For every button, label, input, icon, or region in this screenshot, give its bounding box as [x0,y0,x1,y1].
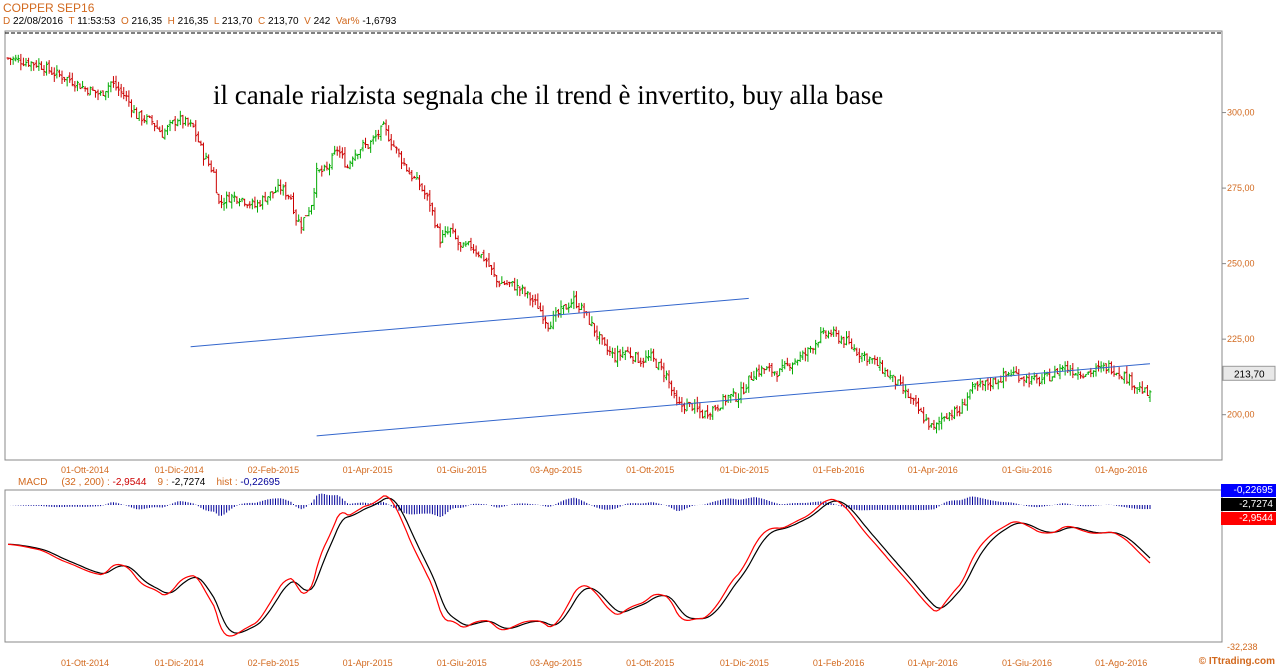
quote-row: D 22/08/2016 T 11:53:53 O 216,35 H 216,3… [3,15,396,28]
low-value: 213,70 [221,16,253,27]
x-tick-label: 01-Dic-2015 [720,465,769,475]
hist-key: hist : [216,477,238,488]
signal-value: -2,7274 [171,477,206,488]
x-tick-label-macd: 01-Ott-2015 [626,658,674,668]
high-value: 216,35 [177,16,209,27]
macd-value: -2,9544 [112,477,147,488]
macd-badge-macd: -2,9544 [1221,512,1276,525]
macd-badge-hist-label: -0,22695 [1233,485,1273,496]
watermark: © ITtrading.com [1198,656,1275,667]
date-value: 22/08/2016 [13,16,64,27]
symbol-label: COPPER SEP16 [3,1,95,15]
x-tick-label-macd: 01-Ago-2016 [1095,658,1147,668]
signal-line [8,497,1151,634]
channel-lower-line [316,363,1151,437]
x-tick-label: 01-Ago-2016 [1095,465,1147,475]
x-tick-label: 01-Apr-2015 [343,465,393,475]
x-tick-label: 01-Ott-2015 [626,465,674,475]
x-tick-label-macd: 01-Dic-2014 [155,658,204,668]
macd-line [7,495,1151,637]
y-tick-label: 250,00 [1227,259,1255,269]
price-panel [4,30,1223,461]
var-value: -1,6793 [362,16,397,27]
close-value: 213,70 [267,16,299,27]
x-tick-label-macd: 01-Ott-2014 [61,658,109,668]
x-tick-label-macd: 01-Giu-2016 [1002,658,1052,668]
x-tick-label: 01-Apr-2016 [908,465,958,475]
signal-key: 9 : [157,477,169,488]
channel-upper-line [190,297,749,348]
x-tick-label-macd: 01-Apr-2016 [908,658,958,668]
x-tick-label: 02-Feb-2015 [248,465,300,475]
y-tick-label: 275,00 [1227,183,1255,193]
chart-annotation: il canale rialzista segnala che il trend… [213,80,884,110]
x-tick-label-macd: 01-Dic-2015 [720,658,769,668]
macd-panel [4,489,1223,643]
macd-name: MACD [18,477,48,488]
macd-badge-signal-label: -2,7274 [1239,499,1273,510]
chart-header: COPPER SEP16 D 22/08/2016 T 11:53:53 O 2… [3,2,396,28]
x-tick-label-macd: 03-Ago-2015 [530,658,582,668]
x-tick-label-macd: 01-Giu-2015 [437,658,487,668]
x-tick-label-macd: 02-Feb-2015 [248,658,300,668]
y-tick-label: 200,00 [1227,410,1255,420]
close-key: C [257,16,266,27]
x-tick-label: 01-Giu-2015 [437,465,487,475]
high-key: H [167,16,175,27]
hist-value: -0,22695 [240,477,280,488]
macd-axis-bottom: -32,238 [1227,642,1258,652]
macd-params: (32 , 200) : [61,477,110,488]
x-tick-label: 01-Dic-2014 [155,465,204,475]
date-key: D [3,16,11,27]
volume-value: 242 [313,16,331,27]
open-key: O [120,16,129,27]
y-tick-label: 225,00 [1227,334,1255,344]
x-tick-label-macd: 01-Feb-2016 [813,658,865,668]
last-price-box [1222,365,1276,381]
macd-badge-signal: -2,7274 [1221,498,1276,511]
open-value: 216,35 [131,16,163,27]
x-tick-label: 01-Giu-2016 [1002,465,1052,475]
time-key: T [68,16,75,27]
var-key: Var% [335,16,360,27]
last-price-label: 213,70 [1234,369,1265,380]
macd-badge-macd-label: -2,9544 [1239,513,1273,524]
x-tick-label: 01-Feb-2016 [813,465,865,475]
volume-key: V [304,16,311,27]
macd-header: MACD (32 , 200) : -2,9544 9 : -2,7274 hi… [18,477,280,488]
low-key: L [213,16,220,27]
x-tick-label: 03-Ago-2015 [530,465,582,475]
x-tick-label-macd: 01-Apr-2015 [343,658,393,668]
x-tick-label: 01-Ott-2014 [61,465,109,475]
y-tick-label: 300,00 [1227,108,1255,118]
time-value: 11:53:53 [77,16,116,27]
macd-badge-hist: -0,22695 [1221,484,1276,497]
